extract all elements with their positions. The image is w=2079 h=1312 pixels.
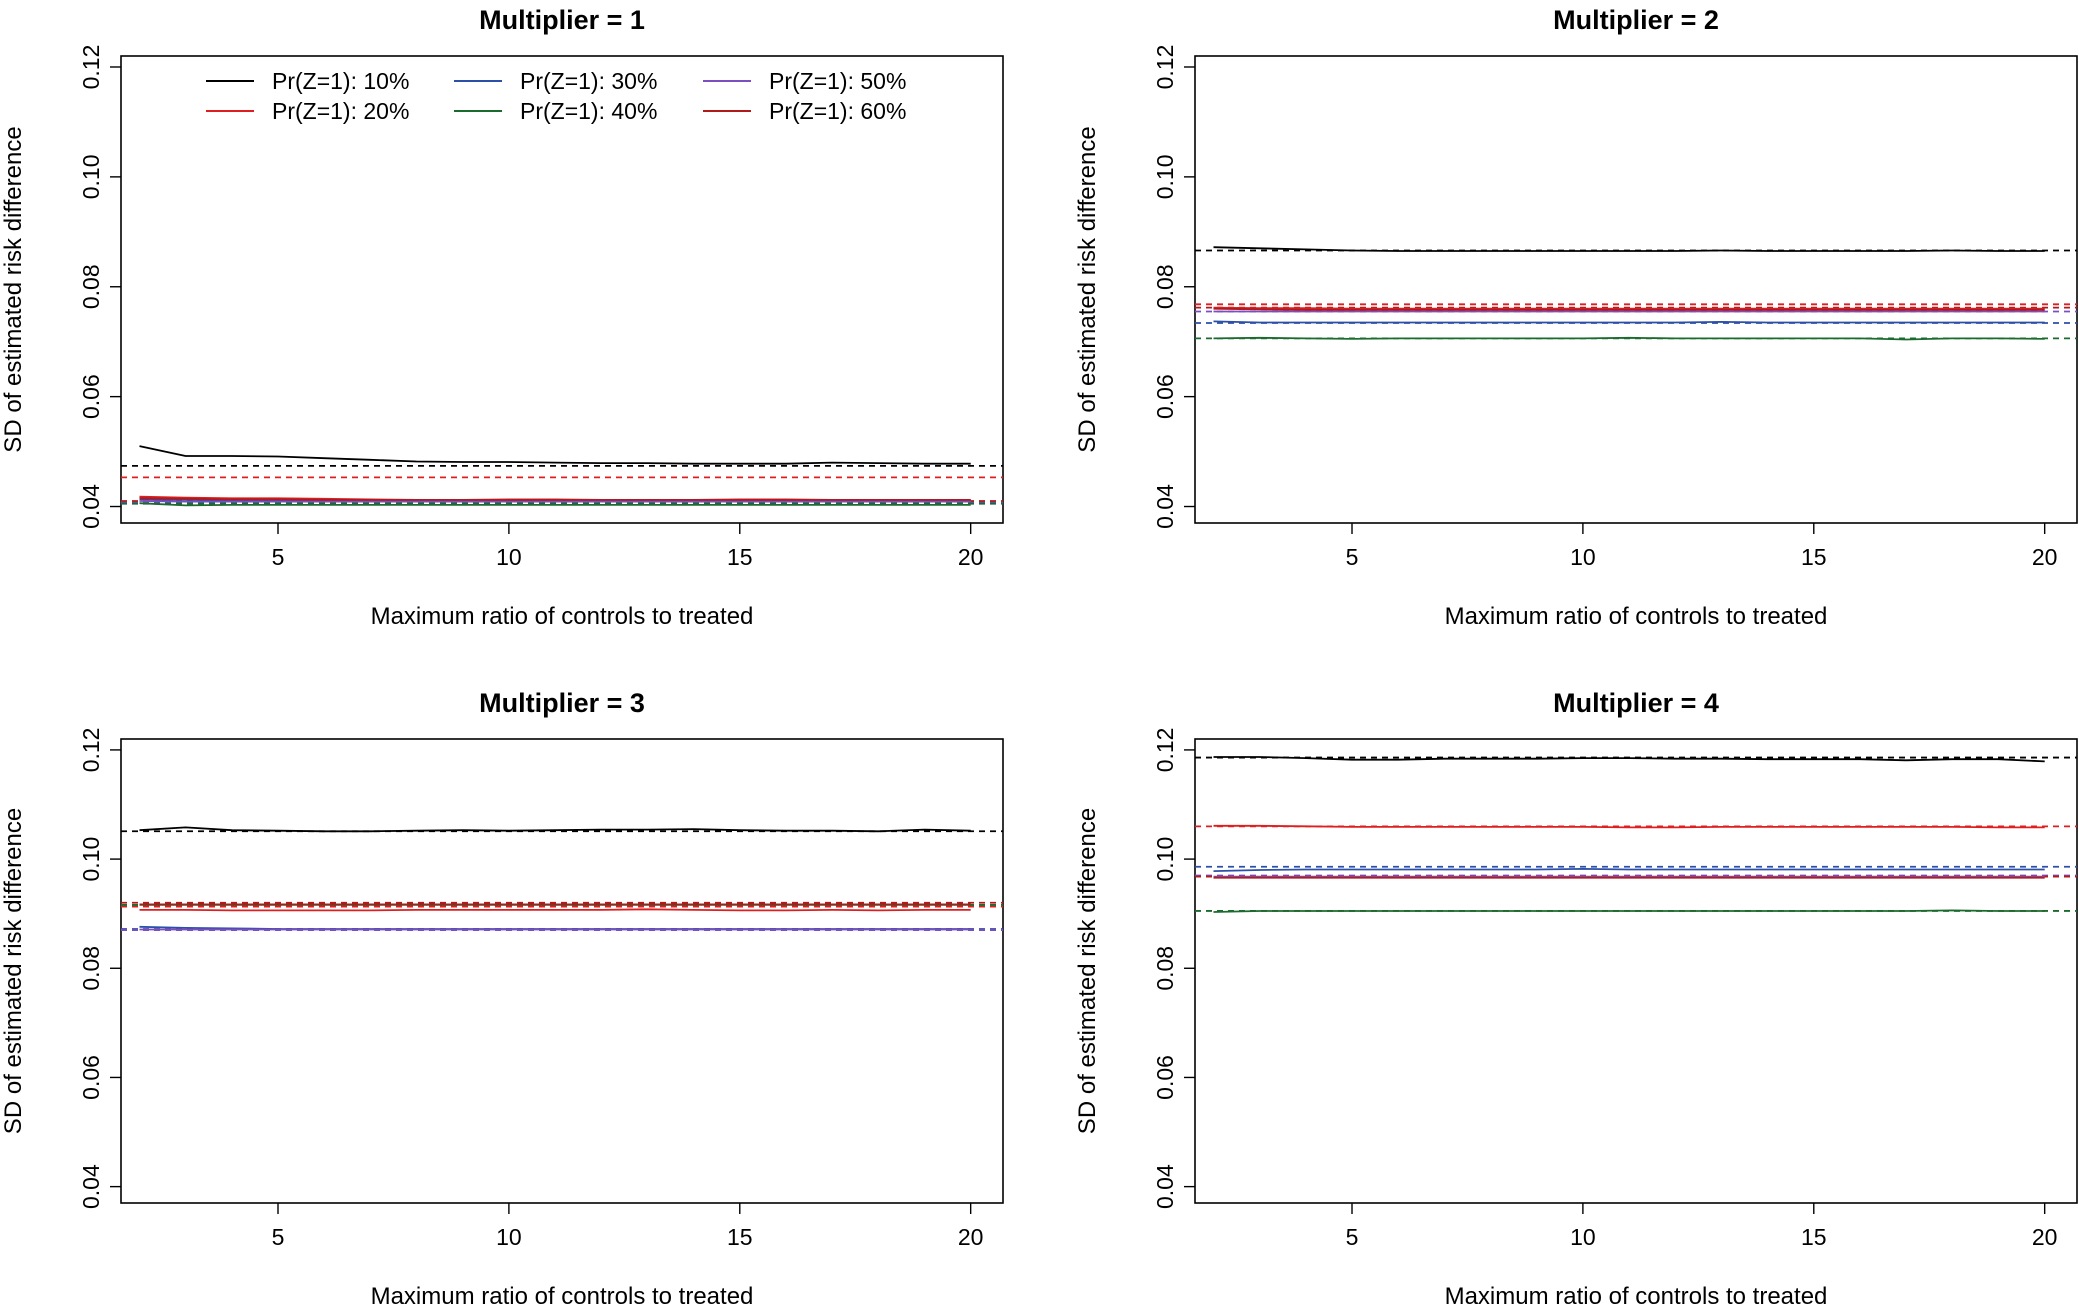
x-tick-label: 20 [958,544,984,570]
series-line [139,497,971,501]
y-tick-label: 0.12 [78,728,104,773]
x-tick-label: 10 [496,1224,522,1250]
series-line [1213,756,2045,763]
y-tick-label: 0.08 [1152,264,1178,309]
panel-title: Multiplier = 1 [479,5,645,35]
panel-2: Multiplier = 2 5 10 15 20 0.04 0.06 0.08 0.10 0.1… [1074,5,2078,630]
x-axis-label: Maximum ratio of controls to treated [1445,603,1828,630]
y-tick-label: 0.06 [78,374,104,419]
plot-frame [120,738,1004,1204]
series-line [139,908,971,912]
x-tick-label: 15 [1801,544,1827,570]
x-axis-label: Maximum ratio of controls to treated [371,1283,754,1310]
y-axis-label: SD of estimated risk difference [0,808,27,1134]
panel-title: Multiplier = 3 [479,688,645,718]
series-line [1213,307,2045,311]
plot-frame [1194,738,2078,1204]
legend-entry: Pr(Z=1): 40% [520,98,657,124]
x-tick-label: 20 [2032,1224,2058,1250]
y-tick-label: 0.10 [78,154,104,199]
x-tick-label: 20 [958,1224,984,1250]
y-axis-label: SD of estimated risk difference [1074,126,1101,452]
series-line [1213,320,2045,324]
y-tick-label: 0.08 [1152,946,1178,991]
legend-entry: Pr(Z=1): 50% [769,68,906,94]
y-tick-label: 0.08 [78,264,104,309]
x-axis-label: Maximum ratio of controls to treated [1445,1283,1828,1310]
x-tick-label: 15 [1801,1224,1827,1250]
panel-3: Multiplier = 3 5 10 15 20 0.04 0.06 0.08 0.10 0.1… [0,688,1004,1310]
y-tick-label: 0.12 [1152,728,1178,773]
y-tick-label: 0.04 [78,484,104,529]
x-tick-label: 5 [272,1224,285,1250]
x-tick-label: 10 [1570,544,1596,570]
y-tick-label: 0.10 [1152,154,1178,199]
y-tick-label: 0.10 [78,837,104,882]
plot-frame [1194,55,2078,524]
y-tick-label: 0.06 [78,1055,104,1100]
y-axis-label: SD of estimated risk difference [1074,808,1101,1134]
y-tick-label: 0.06 [1152,1055,1178,1100]
x-tick-label: 15 [727,544,753,570]
panel-title: Multiplier = 4 [1553,688,1719,718]
y-tick-label: 0.04 [1152,484,1178,529]
y-tick-label: 0.12 [78,45,104,90]
panel-1: Multiplier = 1 5 10 15 20 0.04 0.06 0.08 0.10 0.1… [0,5,1004,630]
y-tick-label: 0.12 [1152,45,1178,90]
x-tick-label: 10 [1570,1224,1596,1250]
y-axis-label: SD of estimated risk difference [0,126,27,452]
legend-entry: Pr(Z=1): 60% [769,98,906,124]
x-tick-label: 5 [272,544,285,570]
y-tick-label: 0.04 [78,1164,104,1209]
series-line [139,500,971,503]
series-line [139,826,971,833]
x-tick-label: 20 [2032,544,2058,570]
series-line [1213,824,2045,829]
legend-entry: Pr(Z=1): 30% [520,68,657,94]
series-line [139,445,971,465]
legend: Pr(Z=1): 10% Pr(Z=1): 20% Pr(Z=1): 30% Pr(Z… [206,68,906,124]
series-line [139,502,971,507]
x-tick-label: 5 [1346,1224,1359,1250]
series-line [1213,868,2045,872]
y-tick-label: 0.10 [1152,837,1178,882]
x-tick-label: 15 [727,1224,753,1250]
y-tick-label: 0.04 [1152,1164,1178,1209]
y-tick-label: 0.06 [1152,374,1178,419]
x-tick-label: 10 [496,544,522,570]
panel-4: Multiplier = 4 5 10 15 20 0.04 0.06 0.08 0.10 0.1… [1074,688,2078,1310]
series-line [1213,336,2045,341]
panel-title: Multiplier = 2 [1553,5,1719,35]
y-tick-label: 0.08 [78,946,104,991]
x-axis-label: Maximum ratio of controls to treated [371,603,754,630]
x-tick-label: 5 [1346,544,1359,570]
legend-entry: Pr(Z=1): 20% [272,98,409,124]
series-line [1213,306,2045,310]
plot-frame [120,55,1004,524]
series-line [1213,909,2045,913]
series-line [1213,246,2045,252]
legend-entry: Pr(Z=1): 10% [272,68,409,94]
